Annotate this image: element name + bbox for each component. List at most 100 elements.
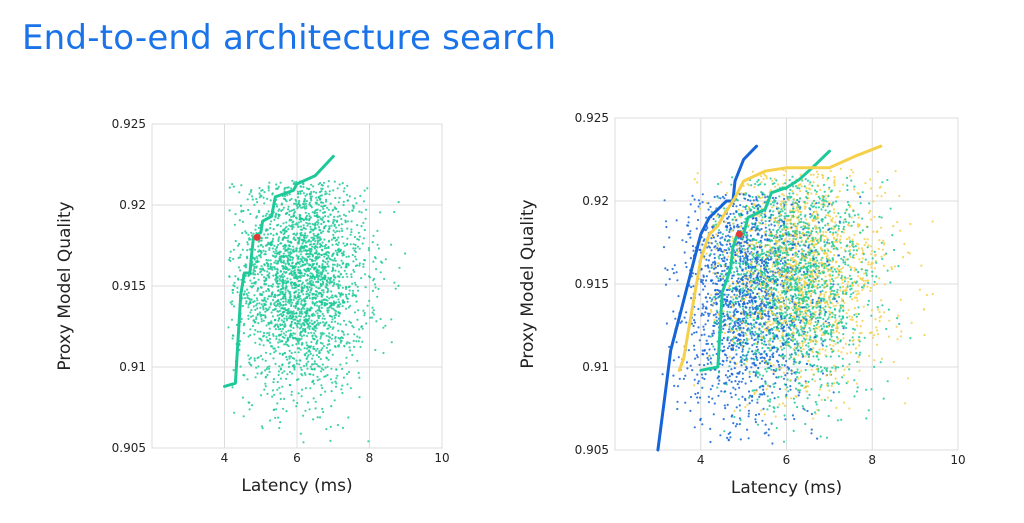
scatter-point <box>689 257 693 260</box>
scatter-point <box>734 336 737 339</box>
scatter-point <box>356 245 359 248</box>
scatter-point <box>337 286 340 289</box>
scatter-point <box>839 216 842 219</box>
scatter-point <box>849 255 852 258</box>
scatter-point <box>754 330 757 334</box>
scatter-point <box>767 310 770 313</box>
scatter-point <box>337 329 340 332</box>
scatter-point <box>799 290 802 293</box>
scatter-point <box>325 346 328 349</box>
scatter-point <box>259 330 262 333</box>
scatter-point <box>846 316 849 319</box>
scatter-point <box>355 300 358 303</box>
scatter-point <box>875 261 878 264</box>
scatter-point <box>248 408 251 411</box>
scatter-point <box>856 299 859 302</box>
scatter-point <box>293 368 296 371</box>
scatter-point <box>271 193 274 196</box>
scatter-point <box>894 170 897 173</box>
scatter-point <box>869 187 873 190</box>
scatter-point <box>253 267 256 270</box>
scatter-point <box>694 357 697 360</box>
scatter-point <box>689 236 692 239</box>
scatter-point <box>891 234 894 237</box>
scatter-point <box>351 289 355 292</box>
scatter-point <box>760 175 763 178</box>
scatter-point <box>363 311 366 315</box>
scatter-point <box>703 333 706 336</box>
scatter-point <box>251 314 254 317</box>
scatter-point <box>822 317 825 321</box>
scatter-point <box>845 322 848 325</box>
scatter-point <box>805 190 808 193</box>
scatter-point <box>321 312 324 315</box>
scatter-point <box>674 317 677 320</box>
scatter-point <box>247 233 250 236</box>
scatter-point <box>260 239 263 242</box>
scatter-point <box>691 245 695 248</box>
scatter-point <box>825 436 829 439</box>
scatter-point <box>322 291 325 294</box>
scatter-point <box>804 355 807 358</box>
y-axis-label: Proxy Model Quality <box>55 201 75 370</box>
scatter-point <box>819 366 823 369</box>
scatter-point <box>763 193 766 196</box>
scatter-point <box>775 243 778 247</box>
scatter-point <box>305 200 308 203</box>
scatter-point <box>308 231 312 234</box>
scatter-point <box>799 346 802 349</box>
scatter-point <box>302 329 305 332</box>
scatter-point <box>711 384 714 387</box>
scatter-point <box>771 179 774 182</box>
scatter-point <box>314 310 317 313</box>
scatter-point <box>796 371 799 374</box>
scatter-point <box>272 334 275 337</box>
scatter-point <box>330 320 333 324</box>
scatter-point <box>783 414 786 417</box>
scatter-point <box>884 191 887 194</box>
scatter-point <box>264 310 267 313</box>
scatter-point <box>260 265 263 268</box>
scatter-point <box>296 401 299 405</box>
scatter-point <box>333 399 336 402</box>
scatter-point <box>303 347 306 350</box>
scatter-point <box>908 252 911 255</box>
scatter-point <box>327 339 330 342</box>
scatter-point <box>855 315 859 318</box>
scatter-point <box>311 300 314 304</box>
scatter-point <box>748 296 751 299</box>
scatter-point <box>337 283 340 286</box>
scatter-point <box>833 176 836 179</box>
scatter-point <box>284 334 287 337</box>
scatter-point <box>733 409 736 413</box>
scatter-point <box>383 277 386 281</box>
scatter-point <box>765 328 768 332</box>
scatter-point <box>299 214 302 217</box>
scatter-point <box>710 263 713 266</box>
scatter-point <box>798 230 801 233</box>
scatter-point <box>778 387 782 391</box>
scatter-point <box>260 371 263 374</box>
scatter-point <box>285 221 288 224</box>
scatter-point <box>258 186 261 190</box>
scatter-point <box>308 203 311 206</box>
scatter-point <box>757 241 760 244</box>
scatter-point <box>784 201 787 204</box>
scatter-point <box>278 352 281 355</box>
scatter-point <box>826 205 829 208</box>
scatter-point <box>251 264 255 267</box>
scatter-point <box>379 317 382 321</box>
scatter-point <box>833 381 836 385</box>
scatter-point <box>747 409 751 412</box>
scatter-point <box>761 257 764 260</box>
scatter-point <box>816 176 819 179</box>
scatter-point <box>841 285 845 288</box>
scatter-point <box>853 379 856 382</box>
scatter-point <box>297 288 300 291</box>
scatter-point <box>249 328 252 331</box>
scatter-point <box>824 320 827 323</box>
scatter-point <box>792 202 795 205</box>
scatter-point <box>246 288 249 291</box>
scatter-point <box>831 382 834 385</box>
scatter-point <box>845 312 848 315</box>
